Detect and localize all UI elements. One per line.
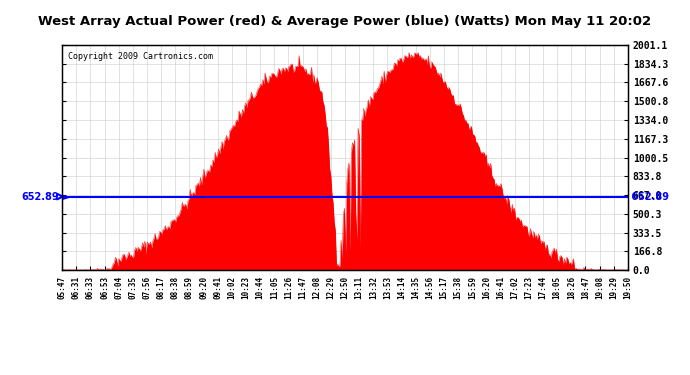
Text: 652.89: 652.89 [21,192,59,202]
Text: 10:02: 10:02 [227,276,237,299]
Text: 08:17: 08:17 [157,276,166,299]
Text: 14:35: 14:35 [411,276,420,299]
Text: 07:56: 07:56 [142,276,152,299]
Text: 08:38: 08:38 [170,276,180,299]
Text: 06:33: 06:33 [86,276,95,299]
Text: 14:56: 14:56 [425,276,435,299]
Text: 16:20: 16:20 [482,276,491,299]
Text: 11:26: 11:26 [284,276,293,299]
Text: 13:11: 13:11 [355,276,364,299]
Text: 17:02: 17:02 [510,276,520,299]
Text: Copyright 2009 Cartronics.com: Copyright 2009 Cartronics.com [68,52,213,61]
Text: 09:20: 09:20 [199,276,208,299]
Text: 17:44: 17:44 [538,276,548,299]
Text: 07:04: 07:04 [114,276,124,299]
Text: 18:47: 18:47 [581,276,590,299]
Text: 15:17: 15:17 [440,276,449,299]
Text: 18:26: 18:26 [566,276,576,299]
Text: 15:59: 15:59 [468,276,477,299]
Text: 652.89: 652.89 [628,192,669,202]
Text: 15:38: 15:38 [453,276,463,299]
Text: 19:50: 19:50 [623,276,633,299]
Text: 19:08: 19:08 [595,276,604,299]
Text: West Array Actual Power (red) & Average Power (blue) (Watts) Mon May 11 20:02: West Array Actual Power (red) & Average … [39,15,651,28]
Text: 10:23: 10:23 [241,276,250,299]
Text: 12:50: 12:50 [340,276,350,299]
Text: 12:08: 12:08 [312,276,322,299]
Text: 18:05: 18:05 [553,276,562,299]
Text: 14:14: 14:14 [397,276,406,299]
Text: 12:29: 12:29 [326,276,335,299]
Text: 17:23: 17:23 [524,276,533,299]
Text: 16:41: 16:41 [496,276,505,299]
Text: 09:41: 09:41 [213,276,222,299]
Text: 05:47: 05:47 [57,276,67,299]
Text: 11:47: 11:47 [298,276,307,299]
Text: ►: ► [63,192,69,201]
Text: 06:53: 06:53 [100,276,109,299]
Text: 06:31: 06:31 [72,276,81,299]
Text: 10:44: 10:44 [255,276,265,299]
Text: 13:53: 13:53 [383,276,392,299]
Text: 07:35: 07:35 [128,276,137,299]
Text: 19:29: 19:29 [609,276,618,299]
Text: 13:32: 13:32 [368,276,378,299]
Text: 11:05: 11:05 [270,276,279,299]
Text: 08:59: 08:59 [185,276,194,299]
